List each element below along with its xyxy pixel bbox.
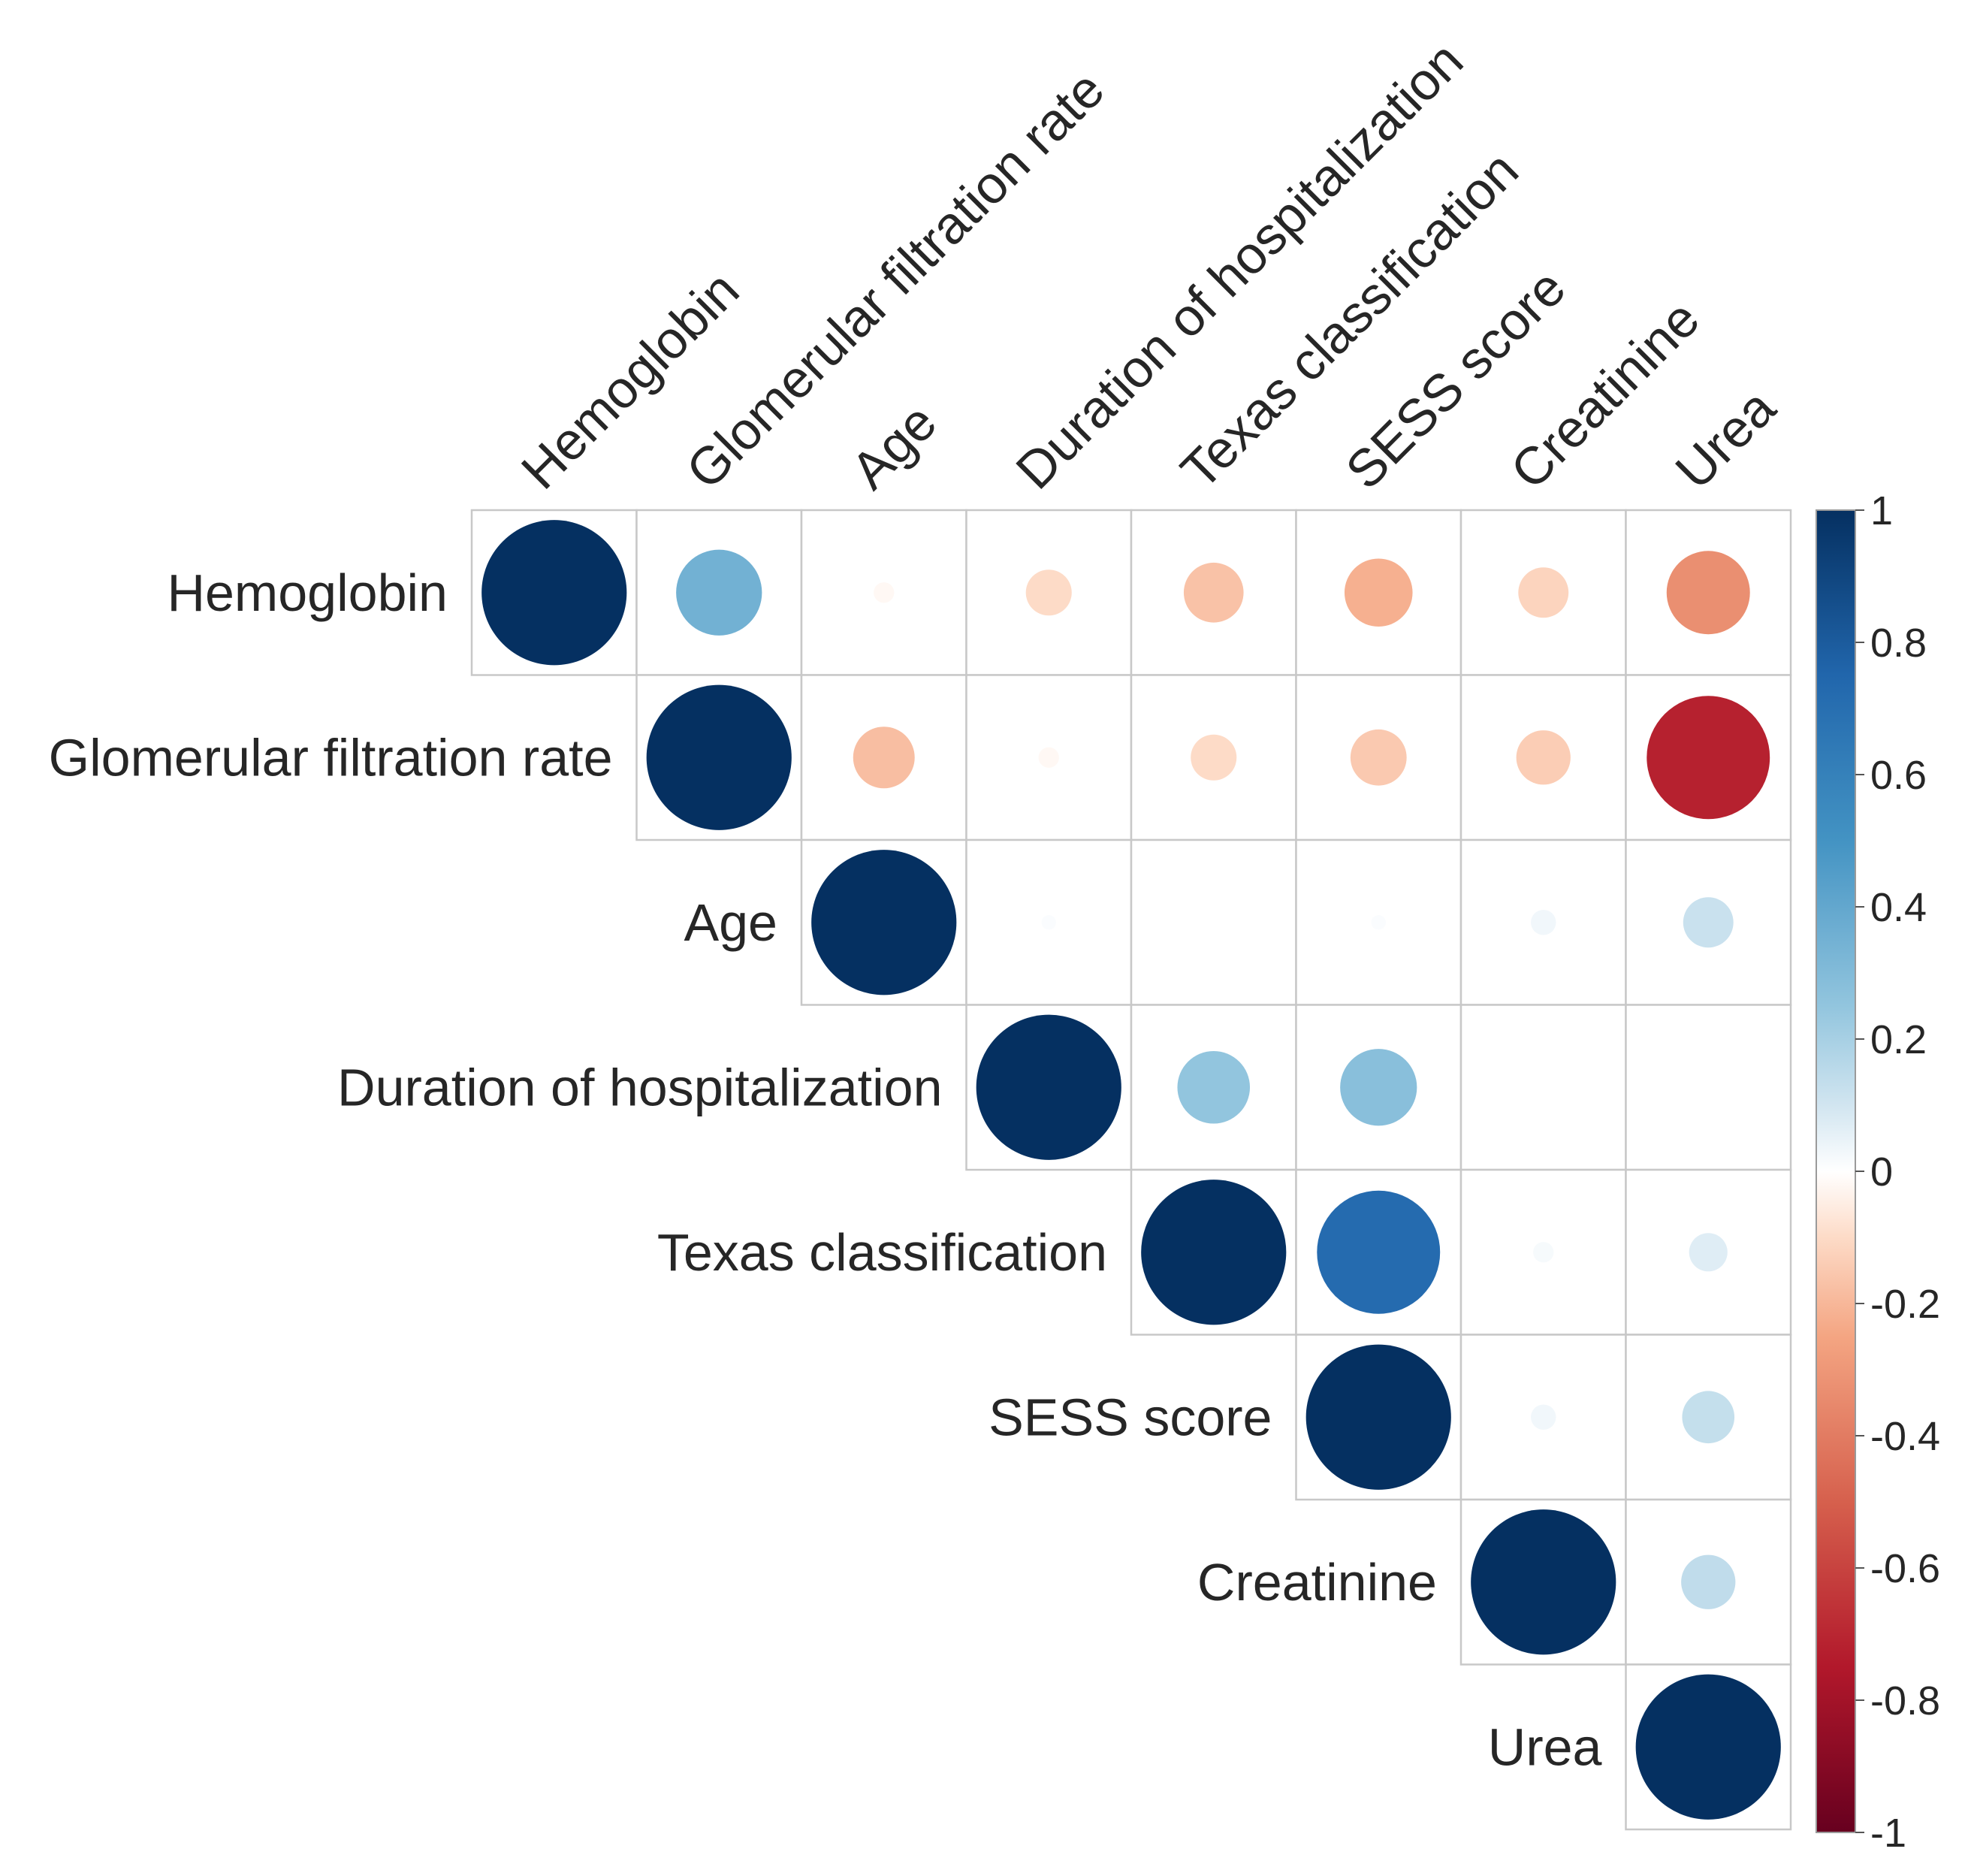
corr-circle-age-urea [1683,897,1734,948]
corr-circle-glomerular-filtration-rate-glomerular-filtration-rate [646,684,792,830]
colorbar-tick-label: 0.8 [1870,621,1927,666]
cell-hemoglobin-urea [1625,509,1792,676]
row-label-creatinine: Creatinine [1197,1553,1437,1612]
colorbar-tick-label: 0.6 [1870,753,1927,798]
colorbar-tick-label: -1 [1870,1811,1906,1856]
corr-circle-glomerular-filtration-rate-duration-of-hospitalization [1038,747,1059,768]
corr-circle-texas-classification-urea [1689,1233,1728,1272]
colorbar-tick-label: 0 [1870,1149,1893,1195]
corr-circle-glomerular-filtration-rate-age [853,727,915,789]
corr-circle-texas-classification-creatinine [1533,1242,1554,1263]
col-label-urea: Urea [1665,378,1786,500]
cell-duration-of-hospitalization-creatinine [1459,1004,1627,1171]
corr-circle-hemoglobin-texas-classification [1183,562,1244,623]
corr-circle-duration-of-hospitalization-texas-classification [1177,1050,1251,1124]
corr-circle-glomerular-filtration-rate-creatinine [1516,730,1571,785]
corr-circle-sess-score-sess-score [1305,1344,1451,1490]
corr-circle-texas-classification-sess-score [1317,1190,1441,1314]
corr-circle-hemoglobin-creatinine [1518,567,1569,618]
cell-glomerular-filtration-rate-creatinine [1459,674,1627,841]
corr-circle-sess-score-creatinine [1531,1404,1556,1430]
corr-circle-hemoglobin-urea [1666,551,1750,635]
corr-circle-hemoglobin-glomerular-filtration-rate [676,549,762,636]
corr-circle-duration-of-hospitalization-duration-of-hospitalization [976,1014,1121,1160]
corr-circle-age-duration-of-hospitalization [1041,915,1056,930]
colorbar-tick-label: -0.4 [1870,1414,1940,1459]
corr-circle-creatinine-urea [1681,1554,1736,1609]
row-label-age: Age [684,893,777,952]
corr-circle-creatinine-creatinine [1471,1509,1616,1655]
row-label-hemoglobin: Hemoglobin [167,563,448,622]
colorbar-tick-label: 0.4 [1870,885,1927,930]
colorbar-tick-label: -0.8 [1870,1678,1940,1723]
colorbar-tick-label: -0.2 [1870,1282,1940,1327]
corr-circle-glomerular-filtration-rate-sess-score [1350,729,1407,786]
corr-circle-hemoglobin-age [874,582,895,603]
colorbar-tick-label: 0.2 [1870,1017,1927,1062]
cell-duration-of-hospitalization-urea [1625,1004,1792,1171]
colorbar-tick-label: -0.6 [1870,1546,1940,1591]
corr-circle-sess-score-urea [1682,1391,1735,1444]
corr-circle-urea-urea [1635,1674,1781,1820]
row-label-duration-of-hospitalization: Duration of hospitalization [337,1058,942,1116]
row-label-sess-score: SESS score [989,1388,1272,1446]
colorbar-tick-label: 1 [1870,488,1893,533]
corr-circle-texas-classification-texas-classification [1141,1180,1287,1325]
corr-circle-hemoglobin-hemoglobin [481,520,627,666]
corr-circle-age-sess-score [1371,915,1386,930]
row-label-glomerular-filtration-rate: Glomerular filtration rate [49,728,613,787]
corr-circle-hemoglobin-duration-of-hospitalization [1025,569,1072,616]
colorbar: 1 0.8 0.6 0.4 0.2 0 -0.2 -0.4 -0.6 -0.8 -1 [1816,488,1940,1856]
row-labels: Hemoglobin Glomerular filtration rate Age D… [49,563,1602,1777]
corr-circle-age-age [811,850,957,995]
corr-circle-glomerular-filtration-rate-urea [1647,696,1770,820]
row-label-texas-classification: Texas classification [657,1223,1107,1282]
corr-circle-hemoglobin-sess-score [1344,558,1413,627]
colorbar-gradient [1816,509,1856,1833]
col-label-age: Age [840,392,947,500]
corr-circle-age-creatinine [1531,910,1556,935]
correlation-circles [481,520,1781,1820]
corr-circle-duration-of-hospitalization-sess-score [1340,1049,1417,1126]
row-label-urea: Urea [1488,1717,1602,1776]
cell-age-texas-classification [1130,838,1297,1006]
corr-circle-glomerular-filtration-rate-texas-classification [1191,734,1237,781]
